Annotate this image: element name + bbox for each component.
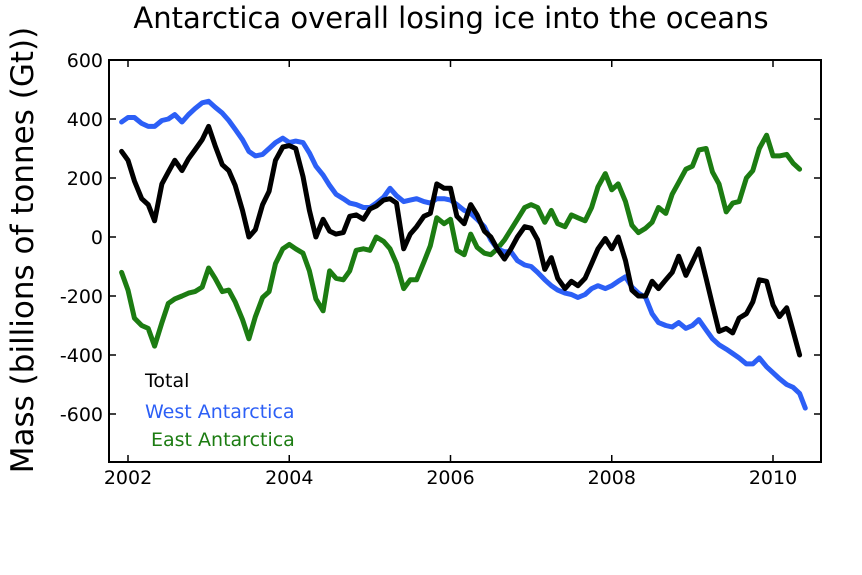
legend-item-east-antarctica: East Antarctica xyxy=(151,429,295,451)
y-tick-label: -600 xyxy=(60,404,103,426)
plot-frame xyxy=(108,59,822,463)
legend: Total West Antarctica East Antarctica xyxy=(144,370,295,451)
y-tick-label: -200 xyxy=(60,286,103,308)
x-tick-label: 2002 xyxy=(104,467,152,489)
y-tick-label: 0 xyxy=(91,227,103,249)
x-axis-ticks: 2002 2004 2006 2008 2010 xyxy=(104,60,797,489)
legend-item-west-antarctica: West Antarctica xyxy=(145,401,295,423)
legend-item-total: Total xyxy=(144,370,189,392)
x-tick-label: 2004 xyxy=(265,467,313,489)
y-tick-label: 200 xyxy=(67,168,103,190)
series-line-total xyxy=(119,123,803,358)
series-line-west-antarctica xyxy=(119,98,808,411)
y-tick-label: -400 xyxy=(60,345,103,367)
chart-title: Antarctica overall losing ice into the o… xyxy=(133,1,768,35)
y-tick-label: 600 xyxy=(67,50,103,72)
y-axis-ticks: -600 -400 -200 0 200 400 600 xyxy=(60,50,821,426)
y-axis-label: Mass (billions of tonnes (Gt)) xyxy=(5,27,41,473)
x-tick-label: 2010 xyxy=(749,467,797,489)
x-tick-label: 2008 xyxy=(588,467,636,489)
series-line-east-antarctica xyxy=(119,132,803,349)
x-tick-label: 2006 xyxy=(426,467,474,489)
series-lines xyxy=(119,98,808,411)
y-tick-label: 400 xyxy=(67,109,103,131)
